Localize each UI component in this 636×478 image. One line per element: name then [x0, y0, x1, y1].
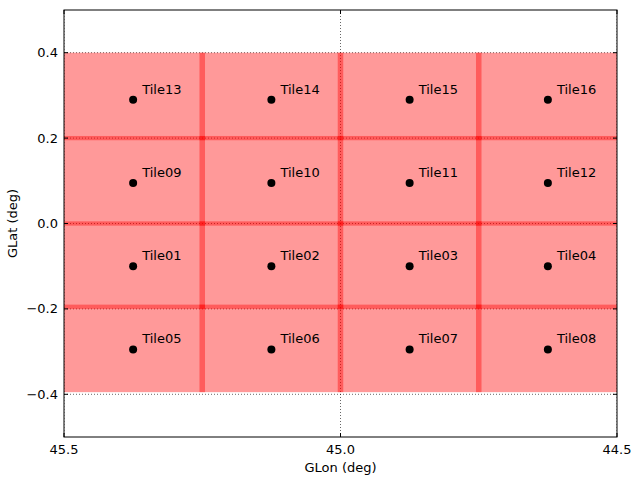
- tick-label-y: 0.2: [37, 131, 58, 146]
- tile-center: [267, 345, 275, 353]
- tick-label-y: −0.2: [26, 301, 58, 316]
- tile-center: [129, 96, 137, 104]
- tile-region: [338, 221, 482, 309]
- tile-region: [476, 221, 617, 309]
- tile-region: [199, 305, 343, 393]
- tile-label: Tile10: [279, 165, 319, 180]
- tile-region: [476, 136, 617, 226]
- tile-label: Tile04: [556, 248, 596, 263]
- y-axis-label: GLat (deg): [5, 189, 20, 258]
- tile-center: [406, 96, 414, 104]
- tile-label: Tile13: [141, 82, 181, 97]
- tile-label: Tile16: [556, 82, 596, 97]
- tile-center: [267, 179, 275, 187]
- tick-y: [64, 138, 68, 139]
- tick-label-y: −0.4: [26, 387, 58, 402]
- tile-center: [267, 262, 275, 270]
- tile-label: Tile11: [418, 165, 458, 180]
- tile-center: [406, 262, 414, 270]
- tile-label: Tile14: [279, 82, 319, 97]
- grid-line-y: [64, 394, 617, 395]
- tile-region: [64, 53, 205, 141]
- tile-region: [338, 53, 482, 141]
- tick-label-y: 0.0: [37, 216, 58, 231]
- tile-region: [338, 305, 482, 393]
- tick-label-x: 45.5: [50, 442, 79, 457]
- tile-label: Tile09: [141, 165, 181, 180]
- tick-x: [617, 10, 618, 14]
- tile-center: [267, 96, 275, 104]
- tile-label: Tile06: [279, 331, 319, 346]
- tile-label: Tile02: [279, 248, 319, 263]
- chart: Tile01 Tile02 Tile03 Tile04 Tile05 Tile06 Tile…: [0, 0, 636, 478]
- data: [64, 53, 617, 392]
- tile-region: [64, 221, 205, 309]
- tick-y: [613, 308, 617, 309]
- x-axis-label: GLon (deg): [304, 460, 376, 475]
- tile-region: [199, 221, 343, 309]
- tile-center: [129, 345, 137, 353]
- tile-region: [199, 136, 343, 226]
- tick-x: [340, 433, 341, 437]
- tile-center: [544, 345, 552, 353]
- tick-y: [64, 308, 68, 309]
- tile-center: [544, 179, 552, 187]
- tick-y: [64, 394, 68, 395]
- tick-label-x: 45.0: [326, 442, 355, 457]
- tile-center: [544, 96, 552, 104]
- tile-region: [476, 305, 617, 393]
- tile-label: Tile03: [418, 248, 458, 263]
- tile-region: [199, 53, 343, 141]
- point-labels: Tile01 Tile02 Tile03 Tile04 Tile05 Tile06 Tile…: [141, 82, 596, 347]
- tick-label-y: 0.4: [37, 45, 58, 60]
- tile-region: [64, 136, 205, 226]
- tile-region: [476, 53, 617, 141]
- tile-label: Tile07: [418, 331, 458, 346]
- tile-label: Tile01: [141, 248, 181, 263]
- tick-x: [64, 10, 65, 14]
- axes: 45.5 45.0 44.5 −0.4 −0.2 0.0 0.2 0.4: [26, 10, 631, 457]
- tick-y: [613, 394, 617, 395]
- tile-center: [406, 179, 414, 187]
- grid: [64, 10, 617, 437]
- tile-center: [129, 262, 137, 270]
- tick-label-x: 44.5: [603, 442, 632, 457]
- tile-center: [129, 179, 137, 187]
- tick-y: [64, 223, 68, 224]
- tick-y: [64, 52, 68, 53]
- tick-x: [64, 433, 65, 437]
- tile-region: [338, 136, 482, 226]
- tile-center: [406, 345, 414, 353]
- tick-y: [613, 52, 617, 53]
- plot-background: [64, 10, 617, 437]
- tile-region: [64, 305, 205, 393]
- tick-x: [617, 433, 618, 437]
- frame: [64, 10, 617, 437]
- tile-label: Tile15: [418, 82, 458, 97]
- tile-center: [544, 262, 552, 270]
- tick-y: [613, 138, 617, 139]
- tile-label: Tile08: [556, 331, 596, 346]
- tick-x: [340, 10, 341, 14]
- tile-label: Tile05: [141, 331, 181, 346]
- tile-label: Tile12: [556, 165, 596, 180]
- tick-y: [613, 223, 617, 224]
